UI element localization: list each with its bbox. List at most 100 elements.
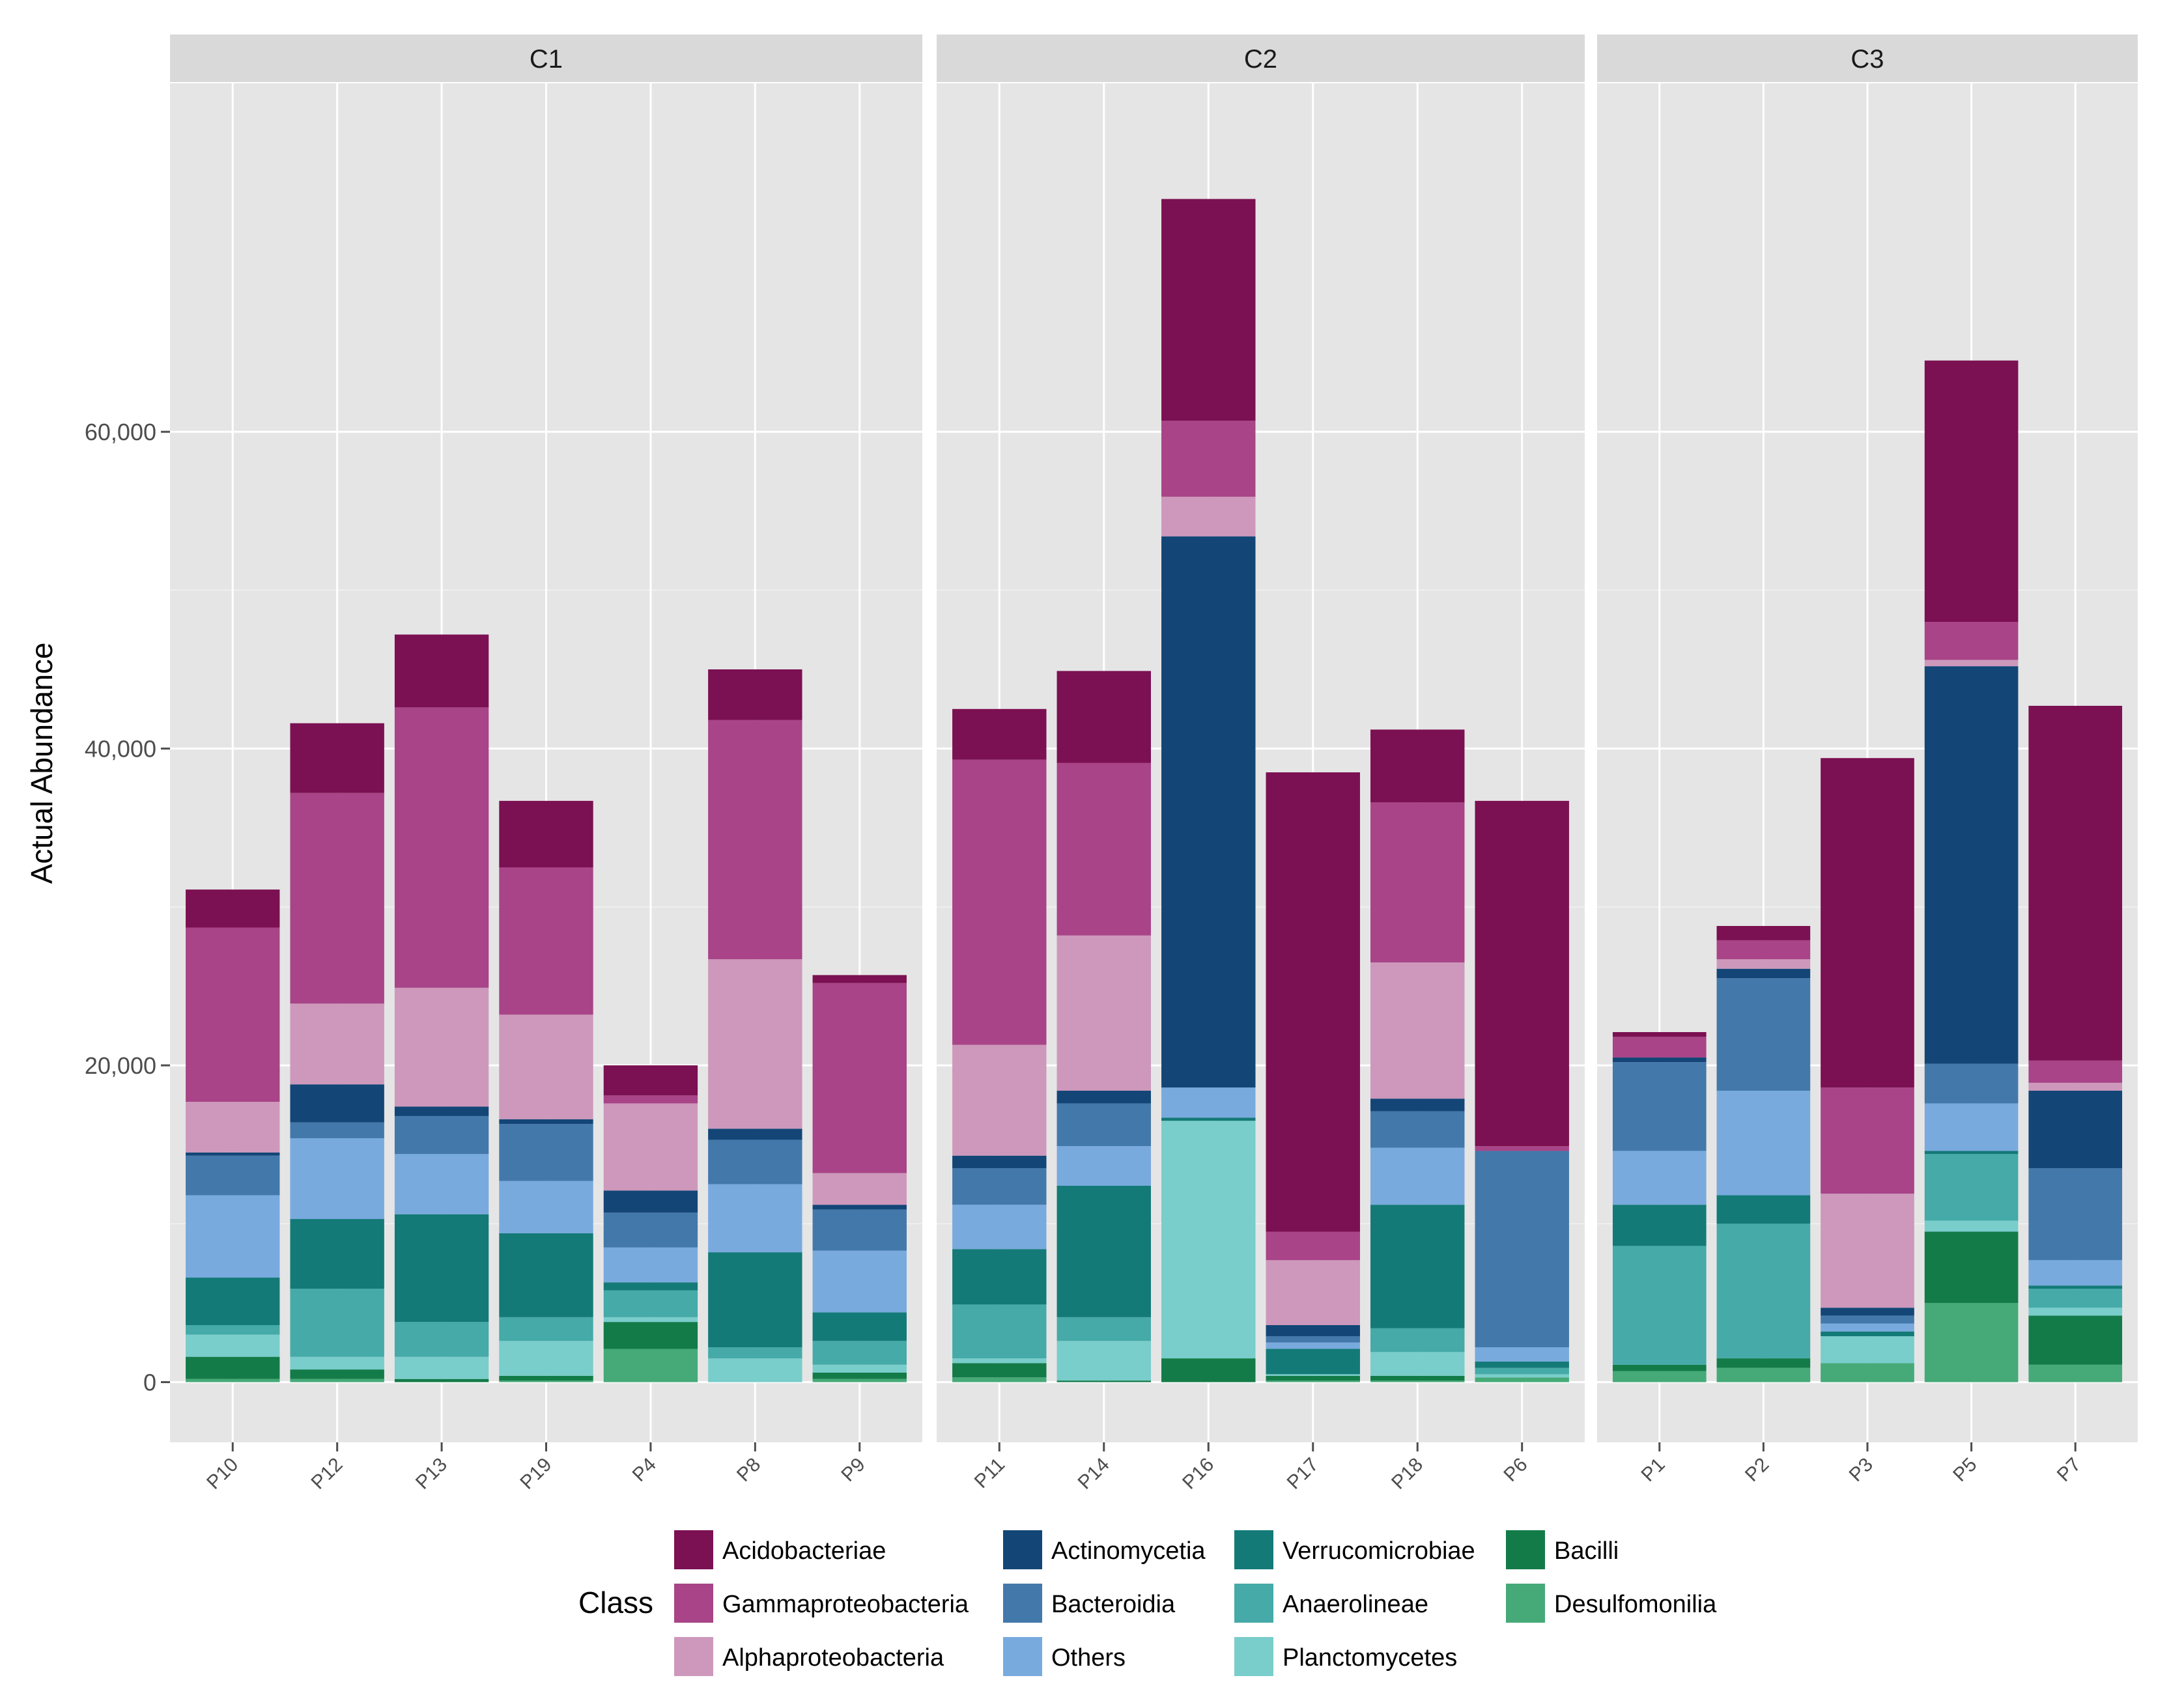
- bar-segment: [2028, 1308, 2123, 1316]
- bar-segment: [499, 1233, 593, 1317]
- bar-segment: [1370, 1111, 1465, 1148]
- x-tick-label: P5: [1949, 1454, 1981, 1486]
- bar-segment: [1716, 959, 1811, 969]
- bar-segment: [290, 1122, 384, 1138]
- bar-segment: [1612, 1032, 1707, 1037]
- bar-segment: [1161, 1117, 1256, 1121]
- legend-swatch: [1234, 1637, 1273, 1676]
- bar-segment: [1716, 1224, 1811, 1359]
- strip-background: [170, 35, 922, 82]
- x-tick-label: P12: [307, 1454, 347, 1494]
- x-tick-label: P3: [1845, 1454, 1877, 1486]
- bar-segment: [394, 987, 489, 1107]
- bar-segment: [290, 1379, 384, 1382]
- bar-segment: [1821, 1194, 1914, 1308]
- bar-segment: [1056, 1341, 1151, 1381]
- bar-segment: [1370, 729, 1465, 803]
- bar-segment: [1716, 978, 1811, 1091]
- bar-segment: [1370, 1375, 1465, 1381]
- bar-segment: [708, 720, 802, 960]
- bar-segment: [812, 975, 907, 983]
- bar-segment: [2028, 1091, 2123, 1169]
- bar-segment: [290, 1289, 384, 1357]
- legend-item: Anaerolineae: [1234, 1584, 1428, 1623]
- bar-segment: [1056, 1185, 1151, 1317]
- bar-segment: [1266, 1336, 1360, 1343]
- bar-P9: [812, 975, 907, 1382]
- bar-segment: [2028, 1168, 2123, 1261]
- bar-segment: [1266, 1231, 1360, 1261]
- bar-segment: [2028, 1289, 2123, 1308]
- bar-segment: [1370, 1352, 1465, 1376]
- bar-segment: [1370, 1099, 1465, 1112]
- bar-segment: [1475, 800, 1569, 1147]
- legend-label: Others: [1051, 1644, 1126, 1672]
- bar-segment: [1266, 772, 1360, 1232]
- bar-segment: [952, 1377, 1047, 1382]
- bar-segment: [1716, 940, 1811, 960]
- bar-segment: [1612, 1057, 1707, 1063]
- bar-segment: [812, 1173, 907, 1205]
- bar-segment: [603, 1290, 698, 1317]
- bar-segment: [603, 1322, 698, 1349]
- bar-segment: [1266, 1260, 1360, 1326]
- bar-segment: [186, 1278, 280, 1326]
- legend-label: Gammaproteobacteria: [722, 1591, 969, 1618]
- legend-swatch: [1506, 1584, 1545, 1623]
- bar-segment: [1056, 763, 1151, 936]
- strip-background: [937, 35, 1585, 82]
- legend-label: Anaerolineae: [1283, 1591, 1428, 1618]
- bar-P7: [2028, 705, 2123, 1382]
- legend-swatch: [1003, 1637, 1042, 1676]
- legend-label: Planctomycetes: [1283, 1644, 1457, 1672]
- legend-item: Actinomycetia: [1003, 1530, 1206, 1569]
- bar-segment: [1612, 1205, 1707, 1246]
- bar-segment: [2028, 1315, 2123, 1365]
- bar-P17: [1266, 772, 1360, 1382]
- bar-segment: [1924, 1063, 2019, 1104]
- bar-segment: [1924, 1154, 2019, 1221]
- x-tick-label: P19: [516, 1454, 556, 1494]
- bar-segment: [186, 1195, 280, 1278]
- legend-label: Acidobacteriae: [722, 1537, 886, 1565]
- strip-label: C3: [1850, 45, 1884, 74]
- legend-swatch: [674, 1530, 713, 1569]
- legend-item: Verrucomicrobiae: [1234, 1530, 1475, 1569]
- bar-segment: [1821, 1315, 1914, 1324]
- x-tick-label: P6: [1499, 1454, 1531, 1486]
- bar-segment: [812, 1209, 907, 1251]
- bar-segment: [290, 1219, 384, 1289]
- bar-segment: [708, 1184, 802, 1253]
- bar-segment: [1161, 536, 1256, 1088]
- bar-P1: [1612, 1032, 1707, 1382]
- x-tick-label: P9: [837, 1454, 869, 1486]
- bar-segment: [186, 1102, 280, 1153]
- bar-segment: [1612, 1246, 1707, 1365]
- bar-segment: [1266, 1342, 1360, 1349]
- bar-segment: [1612, 1062, 1707, 1151]
- bar-segment: [186, 1356, 280, 1379]
- strip-background: [1597, 35, 2138, 82]
- bar-segment: [603, 1190, 698, 1213]
- bar-segment: [1924, 1151, 2019, 1155]
- bar-P13: [394, 634, 489, 1382]
- bar-segment: [812, 1341, 907, 1365]
- bar-segment: [1056, 1091, 1151, 1104]
- x-tick-label: P8: [733, 1454, 765, 1486]
- panel-C2: C2 P11 P14 P16 P17 P18 P6: [937, 35, 1585, 1494]
- bar-segment: [394, 1214, 489, 1323]
- bar-segment: [1266, 1325, 1360, 1337]
- bar-P3: [1821, 758, 1914, 1382]
- bar-segment: [1370, 1380, 1465, 1382]
- legend-title: Class: [578, 1586, 653, 1619]
- bar-segment: [499, 1181, 593, 1233]
- bar-segment: [1924, 666, 2019, 1064]
- bar-segment: [812, 1379, 907, 1382]
- bar-segment: [2028, 1285, 2123, 1289]
- bar-segment: [1266, 1349, 1360, 1375]
- bar-segment: [1266, 1375, 1360, 1381]
- bar-segment: [186, 1379, 280, 1382]
- bar-segment: [708, 669, 802, 720]
- bar-P19: [499, 800, 593, 1382]
- bar-segment: [1821, 1331, 1914, 1337]
